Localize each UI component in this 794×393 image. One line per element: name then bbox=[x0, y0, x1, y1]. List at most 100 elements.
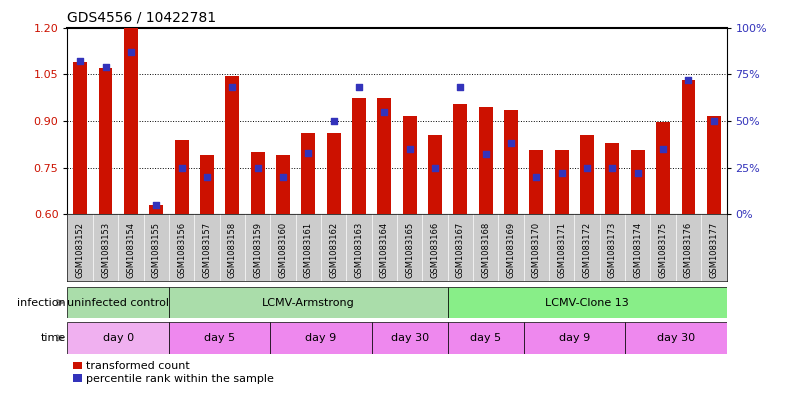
Text: LCMV-Armstrong: LCMV-Armstrong bbox=[262, 298, 355, 308]
Text: GSM1083175: GSM1083175 bbox=[659, 222, 668, 278]
Bar bbox=[606, 143, 619, 214]
Bar bbox=[453, 104, 468, 214]
Bar bbox=[200, 155, 214, 214]
Bar bbox=[124, 28, 138, 214]
Text: GSM1083155: GSM1083155 bbox=[152, 222, 160, 278]
Text: infection: infection bbox=[17, 298, 66, 308]
Text: time: time bbox=[40, 333, 66, 343]
Point bbox=[707, 118, 720, 124]
Point bbox=[556, 170, 569, 176]
Text: day 0: day 0 bbox=[102, 333, 133, 343]
Text: GSM1083176: GSM1083176 bbox=[684, 222, 693, 279]
Point bbox=[580, 164, 593, 171]
Text: GSM1083170: GSM1083170 bbox=[532, 222, 541, 278]
Text: GSM1083160: GSM1083160 bbox=[279, 222, 287, 278]
Bar bbox=[403, 116, 417, 214]
Text: uninfected control: uninfected control bbox=[67, 298, 169, 308]
Legend: transformed count, percentile rank within the sample: transformed count, percentile rank withi… bbox=[73, 361, 274, 384]
Text: GSM1083171: GSM1083171 bbox=[557, 222, 566, 278]
Text: LCMV-Clone 13: LCMV-Clone 13 bbox=[545, 298, 629, 308]
Bar bbox=[625, 322, 727, 354]
Bar bbox=[67, 322, 169, 354]
Bar bbox=[98, 68, 113, 214]
Bar bbox=[428, 135, 442, 214]
Text: GSM1083154: GSM1083154 bbox=[126, 222, 135, 278]
Text: GSM1083161: GSM1083161 bbox=[304, 222, 313, 278]
Point bbox=[631, 170, 644, 176]
Point bbox=[175, 164, 188, 171]
Bar bbox=[301, 133, 315, 214]
Point bbox=[125, 49, 137, 55]
Bar bbox=[175, 140, 188, 214]
Point bbox=[657, 146, 669, 152]
Text: GDS4556 / 10422781: GDS4556 / 10422781 bbox=[67, 11, 217, 25]
Point bbox=[74, 58, 87, 64]
Bar bbox=[630, 151, 645, 214]
Text: day 5: day 5 bbox=[204, 333, 235, 343]
Point bbox=[302, 149, 314, 156]
Text: GSM1083152: GSM1083152 bbox=[75, 222, 85, 278]
Bar bbox=[530, 151, 543, 214]
Point bbox=[505, 140, 518, 146]
Text: GSM1083159: GSM1083159 bbox=[253, 222, 262, 278]
Bar bbox=[448, 287, 727, 318]
Text: GSM1083157: GSM1083157 bbox=[202, 222, 211, 278]
Point bbox=[327, 118, 340, 124]
Text: GSM1083172: GSM1083172 bbox=[583, 222, 592, 278]
Text: GSM1083173: GSM1083173 bbox=[608, 222, 617, 279]
Text: day 5: day 5 bbox=[470, 333, 501, 343]
Text: GSM1083177: GSM1083177 bbox=[709, 222, 719, 279]
Bar bbox=[377, 97, 391, 214]
Text: day 9: day 9 bbox=[306, 333, 337, 343]
Point bbox=[378, 108, 391, 115]
Text: GSM1083174: GSM1083174 bbox=[634, 222, 642, 278]
Bar bbox=[448, 322, 524, 354]
Point bbox=[403, 146, 416, 152]
Point bbox=[454, 84, 467, 90]
Text: GSM1083162: GSM1083162 bbox=[330, 222, 338, 278]
Bar bbox=[524, 322, 625, 354]
Bar bbox=[251, 152, 264, 214]
Point bbox=[353, 84, 365, 90]
Point bbox=[606, 164, 619, 171]
Bar bbox=[225, 76, 239, 214]
Text: GSM1083158: GSM1083158 bbox=[228, 222, 237, 278]
Text: GSM1083166: GSM1083166 bbox=[430, 222, 440, 279]
Bar bbox=[326, 133, 341, 214]
Bar bbox=[479, 107, 493, 214]
Text: GSM1083156: GSM1083156 bbox=[177, 222, 186, 278]
Bar bbox=[352, 97, 366, 214]
Bar bbox=[276, 155, 290, 214]
Bar bbox=[707, 116, 721, 214]
Point bbox=[480, 151, 492, 158]
Text: GSM1083163: GSM1083163 bbox=[354, 222, 364, 279]
Bar bbox=[169, 287, 448, 318]
Point bbox=[251, 164, 264, 171]
Point bbox=[429, 164, 441, 171]
Bar bbox=[504, 110, 518, 214]
Text: day 30: day 30 bbox=[391, 333, 429, 343]
Point bbox=[682, 77, 695, 83]
Bar bbox=[555, 151, 569, 214]
Bar bbox=[73, 62, 87, 214]
Text: GSM1083164: GSM1083164 bbox=[380, 222, 389, 278]
Bar bbox=[372, 322, 448, 354]
Text: GSM1083167: GSM1083167 bbox=[456, 222, 464, 279]
Bar bbox=[149, 205, 164, 214]
Point bbox=[225, 84, 238, 90]
Bar bbox=[656, 122, 670, 214]
Bar bbox=[580, 135, 594, 214]
Point bbox=[201, 174, 214, 180]
Point bbox=[99, 64, 112, 70]
Point bbox=[530, 174, 543, 180]
Bar bbox=[270, 322, 372, 354]
Point bbox=[150, 202, 163, 208]
Text: GSM1083169: GSM1083169 bbox=[507, 222, 515, 278]
Text: GSM1083168: GSM1083168 bbox=[481, 222, 490, 279]
Text: day 30: day 30 bbox=[657, 333, 695, 343]
Text: GSM1083153: GSM1083153 bbox=[101, 222, 110, 278]
Point bbox=[276, 174, 289, 180]
Text: day 9: day 9 bbox=[559, 333, 590, 343]
Text: GSM1083165: GSM1083165 bbox=[405, 222, 414, 278]
Bar bbox=[67, 287, 169, 318]
